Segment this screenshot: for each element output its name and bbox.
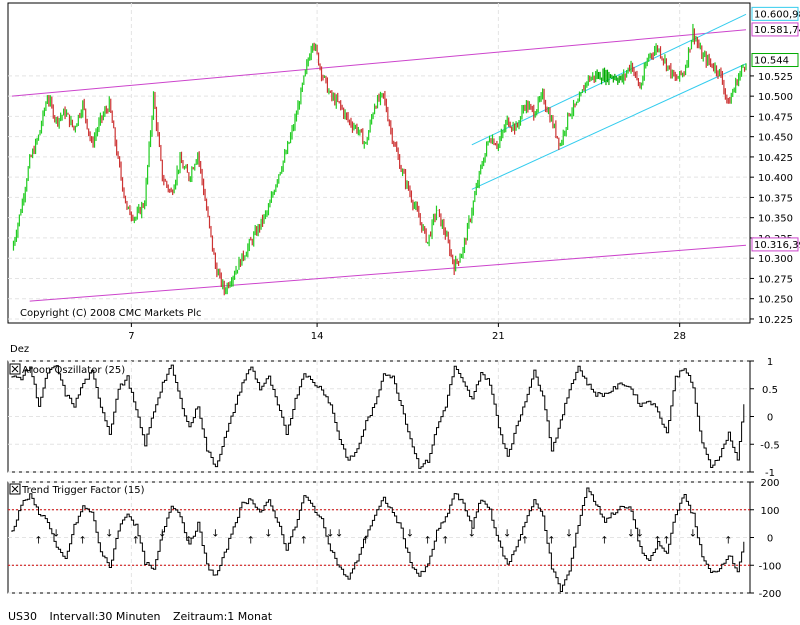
price-label-box <box>751 6 799 21</box>
y-tick-label: 0 <box>767 534 773 545</box>
buy-signal: ↑ <box>362 536 370 547</box>
buy-signal: ↑ <box>441 536 449 547</box>
ttf-title: Trend Trigger Factor (15) <box>21 485 145 496</box>
buy-signal: ↑ <box>34 536 42 547</box>
price-label-box <box>751 237 799 252</box>
price-label: 10.581,74 <box>754 25 800 36</box>
price-label: 10.600,98 <box>754 9 800 20</box>
sell-signal: ↓ <box>406 529 414 540</box>
sell-signal: ↓ <box>627 529 635 540</box>
aroon-series-line <box>11 364 745 469</box>
sell-signal: ↓ <box>335 529 343 540</box>
y-tick-label: 10.225 <box>758 315 793 326</box>
y-tick-label: 10.350 <box>758 214 793 225</box>
price-label-box <box>751 53 799 68</box>
price-chart[interactable]: 10.525 10.500 10.475 10.450 10.425 10.400 10.3… <box>7 2 800 355</box>
y-tick-label: 1 <box>767 357 773 368</box>
month-label: Dez <box>10 344 29 355</box>
y-tick-label: 10.475 <box>758 112 793 123</box>
price-labels: 10.600,98 10.581,74 10.544 10.316,39 <box>751 6 800 252</box>
aroon-panel[interactable]: 1 0.5 0 -0.5 -1 Aroon Oszillator (25) <box>7 357 780 479</box>
price-candles <box>12 23 747 296</box>
x-tick-label: 21 <box>492 331 505 342</box>
buy-signal: ↑ <box>662 536 670 547</box>
sell-signal: ↓ <box>211 529 219 540</box>
y-tick-label: 10.250 <box>758 295 793 306</box>
y-tick-label: 10.525 <box>758 72 793 83</box>
buy-signal: ↑ <box>521 536 529 547</box>
aroon-y-axis: 1 0.5 0 -0.5 -1 <box>750 357 780 479</box>
y-tick-label: 10.300 <box>758 254 793 265</box>
x-tick-label: 14 <box>311 331 324 342</box>
sell-signal: ↓ <box>264 529 272 540</box>
price-x-axis: 7 14 21 28 <box>128 323 686 342</box>
price-label-box <box>751 22 799 37</box>
buy-signal: ↑ <box>724 536 732 547</box>
copyright-text: Copyright (C) 2008 CMC Markets Plc <box>20 308 201 319</box>
buy-signal: ↑ <box>547 536 555 547</box>
sell-signal: ↓ <box>105 529 113 540</box>
y-tick-label: 10.425 <box>758 153 793 164</box>
y-tick-label: -1 <box>765 468 775 479</box>
ttf-title-box: Trend Trigger Factor (15) <box>9 483 145 496</box>
y-tick-label: -0.5 <box>760 440 780 451</box>
aroon-gridlines <box>8 360 750 473</box>
sell-signal: ↓ <box>636 529 644 540</box>
y-tick-label: -200 <box>759 589 782 600</box>
channel-lower-line <box>29 244 747 302</box>
y-tick-label: -100 <box>759 561 782 572</box>
y-tick-label: 0 <box>767 413 773 424</box>
y-tick-label: 10.450 <box>758 133 793 144</box>
interval-label: Intervall:30 Minuten <box>49 610 161 623</box>
symbol-label: US30 <box>8 610 38 623</box>
sell-signal: ↓ <box>565 529 573 540</box>
aroon-title-box: Aroon Oszillator (25) <box>9 363 125 376</box>
buy-signal: ↑ <box>132 536 140 547</box>
ttf-y-axis: 200 100 0 -100 -200 <box>750 478 781 600</box>
y-tick-label: 10.500 <box>758 92 793 103</box>
channel-upper-line <box>11 29 747 97</box>
price-label: 10.316,39 <box>754 240 800 251</box>
inner-channel-lower-line <box>471 63 747 190</box>
price-label: 10.544 <box>754 56 789 67</box>
x-tick-label: 7 <box>128 331 134 342</box>
buy-signal: ↑ <box>600 536 608 547</box>
y-tick-label: 10.375 <box>758 193 793 204</box>
sell-signal: ↓ <box>689 529 697 540</box>
period-label: Zeitraum:1 Monat <box>172 610 273 623</box>
x-tick-label: 28 <box>673 331 686 342</box>
y-tick-label: 0.5 <box>762 385 778 396</box>
buy-signal: ↑ <box>247 536 255 547</box>
status-bar: US30 Intervall:30 Minuten Zeitraum:1 Mon… <box>8 610 281 623</box>
sell-signal: ↓ <box>503 529 511 540</box>
buy-signal: ↑ <box>79 536 87 547</box>
ttf-panel[interactable]: ↓ ↓ ↓ ↓ ↓ ↓ ↓ ↓ ↓ ↓ ↓ ↓ ↓ ↓↑ ↑ ↑ ↑ ↑ ↑ ↑ ↑ ↑ ↑ ↑ ↑ ↑ ↑ ↑ 2001000-10… <box>7 478 781 600</box>
sell-signal: ↓ <box>468 529 476 540</box>
y-tick-label: 200 <box>760 478 779 489</box>
y-tick-label: 10.400 <box>758 173 793 184</box>
aroon-title: Aroon Oszillator (25) <box>22 365 125 376</box>
price-y-axis: 10.525 10.500 10.475 10.450 10.425 10.400 10.3… <box>750 72 793 326</box>
sell-signal: ↓ <box>52 529 60 540</box>
y-tick-label: 100 <box>760 506 779 517</box>
sell-signal: ↓ <box>326 529 334 540</box>
buy-signal: ↑ <box>300 536 308 547</box>
ttf-series-line <box>11 487 745 592</box>
y-tick-label: 10.275 <box>758 274 793 285</box>
buy-signal: ↑ <box>423 536 431 547</box>
